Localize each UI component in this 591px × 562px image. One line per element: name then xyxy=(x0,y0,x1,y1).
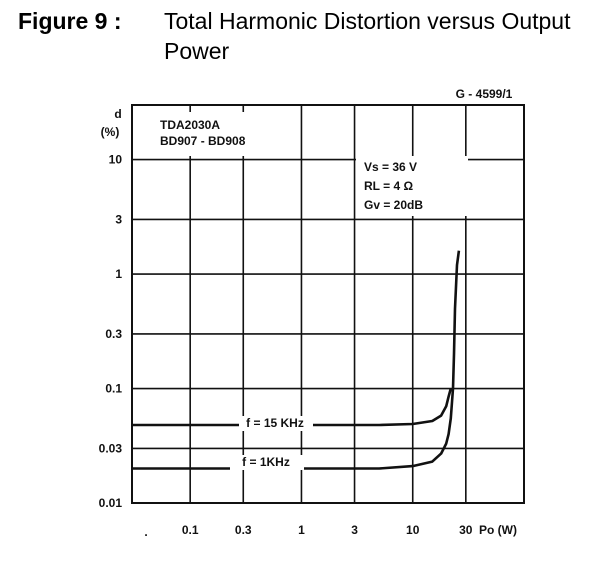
x-tick-label: 0.1 xyxy=(182,523,199,537)
x-tick-label: 3 xyxy=(351,523,358,537)
figure-number: Figure 9 : xyxy=(18,8,122,34)
plot-frame xyxy=(131,104,525,504)
series-label: f = 1KHz xyxy=(242,455,290,469)
figure-code: G - 4599/1 xyxy=(456,87,513,101)
series-line xyxy=(132,388,453,427)
x-axis-dot: . xyxy=(144,525,147,539)
condition-label: Vs = 36 V xyxy=(364,160,417,174)
y-tick-label: 10 xyxy=(109,153,123,167)
series-label-bg xyxy=(230,455,304,470)
x-tick-label: 0.3 xyxy=(235,523,252,537)
device-label: BD907 - BD908 xyxy=(160,134,246,148)
y-tick-label: 3 xyxy=(115,212,122,226)
x-tick-label: 10 xyxy=(406,523,420,537)
grid xyxy=(132,105,524,503)
condition-label: Gv = 20dB xyxy=(364,198,423,212)
y-tick-label: 0.3 xyxy=(105,327,122,341)
series-label-bg xyxy=(239,416,313,431)
series-label: f = 15 KHz xyxy=(246,416,304,430)
device-box-bg xyxy=(152,112,272,156)
x-tick-label: 30 xyxy=(459,523,473,537)
y-tick-label: 0.01 xyxy=(99,496,123,510)
condition-label: RL = 4 Ω xyxy=(364,179,413,193)
series: f = 15 KHz f = 1KHz xyxy=(132,250,461,470)
figure-caption: Total Harmonic Distortion versus Output … xyxy=(164,8,571,64)
axes: 0.1 0.3 1 3 10 30 0.01 0.03 0.1 0.3 1 3 10 d (%) Po (W)… xyxy=(99,87,517,539)
x-tick-label: 1 xyxy=(298,523,305,537)
y-tick-label: 0.03 xyxy=(99,441,123,455)
y-axis-unit: (%) xyxy=(101,125,120,139)
y-tick-label: 0.1 xyxy=(105,382,122,396)
y-tick-label: 1 xyxy=(115,267,122,281)
conditions-box-bg xyxy=(356,156,468,216)
device-label: TDA2030A xyxy=(160,118,220,132)
series-line xyxy=(132,250,461,470)
y-axis-label: d xyxy=(114,107,121,121)
x-axis-label: Po (W) xyxy=(479,523,517,537)
annotations: TDA2030A BD907 - BD908 Vs = 36 V RL = 4 Ω Gv… xyxy=(152,112,468,216)
